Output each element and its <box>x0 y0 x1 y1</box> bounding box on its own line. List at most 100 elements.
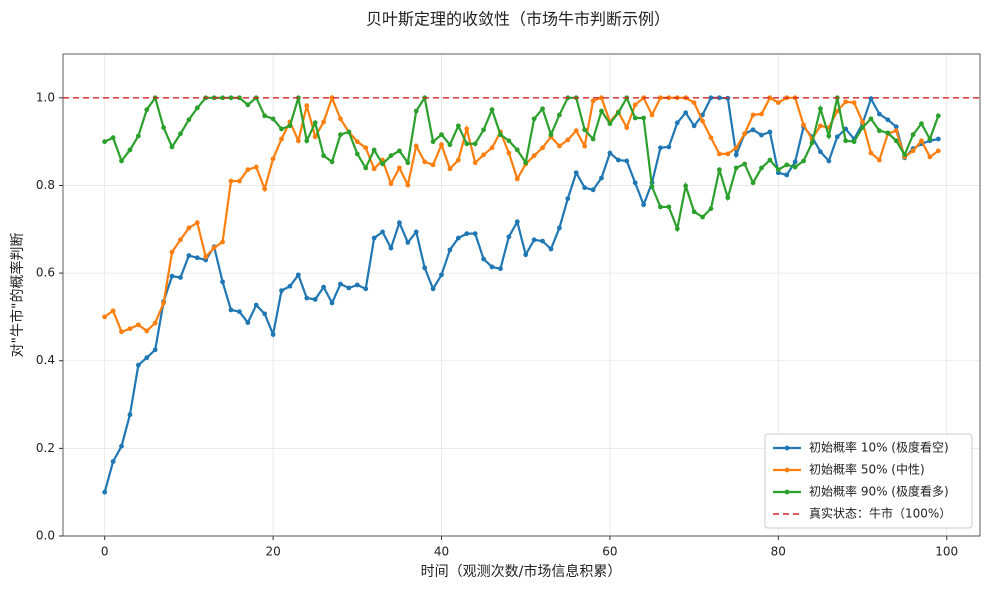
data-point <box>439 142 444 148</box>
data-point <box>514 147 520 153</box>
data-point <box>624 125 630 131</box>
data-point <box>262 113 268 119</box>
legend-box <box>764 433 973 529</box>
series-line <box>103 95 939 493</box>
data-point <box>464 141 470 147</box>
data-point <box>304 103 310 109</box>
data-point <box>683 110 689 116</box>
y-axis-label: 对"牛市"的概率判断 <box>9 233 26 358</box>
data-point <box>178 275 183 280</box>
data-point <box>405 240 411 245</box>
data-point <box>161 300 167 306</box>
data-point <box>658 95 663 101</box>
data-point <box>506 234 512 240</box>
data-point <box>371 166 377 172</box>
data-point <box>792 159 798 165</box>
data-point <box>615 110 621 116</box>
data-point <box>834 134 840 140</box>
data-point <box>346 129 352 135</box>
data-point <box>455 235 461 241</box>
data-point <box>750 180 756 186</box>
data-point <box>102 314 108 320</box>
plot-frame <box>62 53 981 537</box>
data-point <box>354 282 360 288</box>
data-point <box>590 187 596 193</box>
data-point <box>447 166 453 172</box>
data-point <box>674 120 680 126</box>
data-point <box>295 272 301 278</box>
data-point <box>237 178 242 184</box>
data-point <box>388 245 394 251</box>
data-point <box>119 443 124 449</box>
data-point <box>927 154 933 160</box>
data-point <box>826 158 832 164</box>
data-point <box>481 127 487 133</box>
data-point <box>127 326 133 332</box>
data-point <box>338 281 343 287</box>
data-point <box>119 329 124 335</box>
data-point <box>439 272 444 278</box>
data-point <box>775 167 781 173</box>
data-point <box>161 125 167 131</box>
data-point <box>489 107 495 113</box>
data-point <box>422 159 428 165</box>
data-point <box>228 307 234 313</box>
data-point <box>876 157 882 163</box>
data-point <box>279 136 284 142</box>
y-tick-label: 0.0 <box>36 529 55 543</box>
data-point <box>472 231 478 237</box>
data-point <box>590 98 596 104</box>
data-point <box>607 121 613 127</box>
data-point <box>135 133 141 139</box>
data-point <box>329 300 335 306</box>
data-point <box>430 139 436 145</box>
data-point <box>363 145 369 151</box>
data-point <box>253 302 259 308</box>
data-point <box>413 143 419 149</box>
data-point <box>464 126 470 132</box>
data-point <box>413 229 419 235</box>
x-axis-label: 时间（观测次数/市场信息积累） <box>421 563 622 580</box>
data-point <box>565 196 571 202</box>
data-point <box>262 186 268 192</box>
data-point <box>102 489 108 495</box>
data-point <box>110 135 116 141</box>
data-point <box>144 355 150 361</box>
legend-marker <box>784 489 790 495</box>
legend-label: 初始概率 50% (中性) <box>809 462 925 477</box>
data-point <box>371 147 377 153</box>
data-point <box>641 202 646 208</box>
data-point <box>338 116 343 122</box>
x-tick-label: 100 <box>935 545 958 559</box>
data-point <box>834 108 840 114</box>
data-point <box>607 150 613 156</box>
data-point <box>826 133 832 139</box>
data-point <box>237 309 242 315</box>
data-point <box>169 273 175 279</box>
data-point <box>556 225 562 231</box>
data-point <box>135 362 141 368</box>
data-point <box>885 117 891 123</box>
data-point <box>860 125 865 131</box>
data-point <box>354 139 360 145</box>
data-point <box>691 123 697 129</box>
data-point <box>110 308 116 314</box>
data-point <box>169 144 175 150</box>
x-tick-label: 60 <box>602 545 617 559</box>
data-point <box>220 239 225 245</box>
data-point <box>582 143 588 149</box>
data-point <box>279 288 284 294</box>
data-point <box>422 265 428 271</box>
data-point <box>615 157 621 163</box>
data-point <box>573 128 579 134</box>
data-point <box>716 95 722 101</box>
data-point <box>843 99 849 105</box>
data-point <box>346 285 352 291</box>
data-point <box>556 143 562 149</box>
data-point <box>935 113 941 119</box>
data-point <box>144 328 150 334</box>
series-line <box>104 94 940 233</box>
data-point <box>312 120 318 126</box>
data-point <box>868 96 874 102</box>
data-point <box>767 129 773 135</box>
